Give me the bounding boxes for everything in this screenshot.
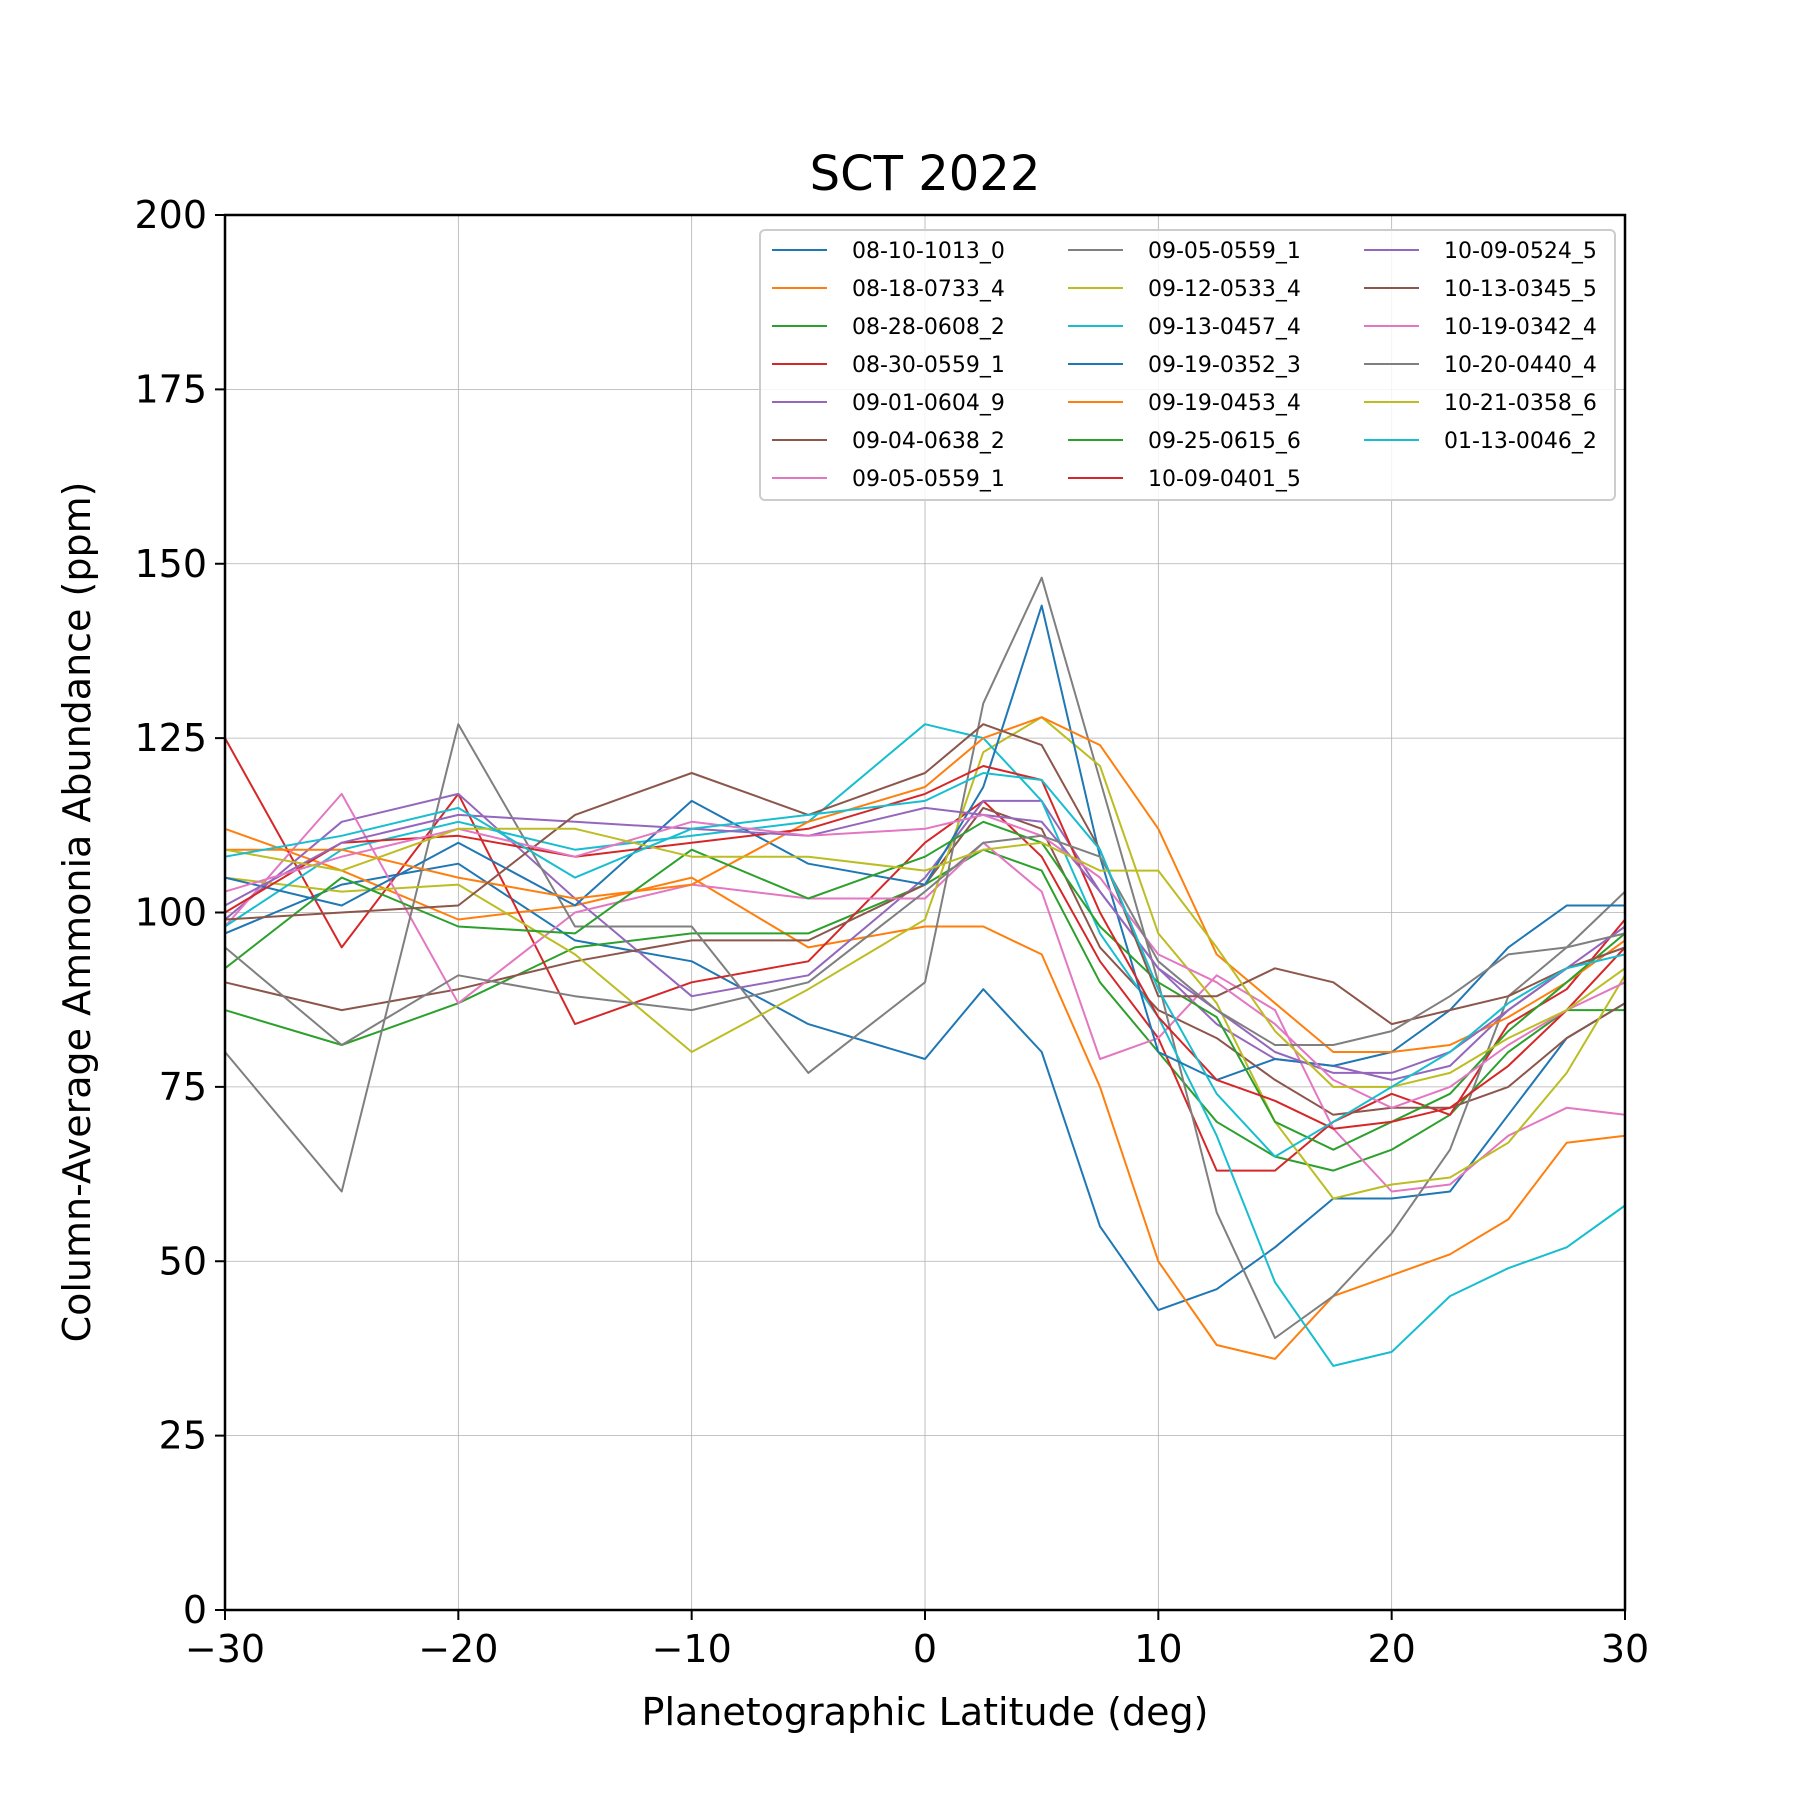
series-line-7	[224, 792, 1626, 1193]
x-tick-label: −10	[652, 1627, 732, 1671]
legend-label: 08-10-1013_0	[852, 239, 1005, 264]
x-tick-label: 0	[913, 1627, 937, 1671]
y-axis-label: Column-Average Ammonia Abundance (ppm)	[55, 482, 99, 1343]
series-line-1	[224, 862, 1626, 1312]
y-tick-label: 125	[134, 716, 207, 760]
legend-box	[759, 229, 1616, 501]
series-line-9	[224, 716, 1626, 1200]
y-tick-label: 200	[134, 193, 207, 237]
series-line-8	[224, 576, 1626, 1339]
legend-label: 08-28-0608_2	[852, 315, 1005, 340]
x-tick-label: 20	[1367, 1627, 1415, 1671]
series-line-13	[224, 820, 1626, 1151]
series-line-19	[224, 827, 1626, 1088]
series-line-4	[224, 737, 1626, 1172]
legend-label: 09-12-0533_4	[1148, 277, 1301, 302]
chart-title: SCT 2022	[810, 146, 1041, 202]
y-tick-label: 25	[159, 1414, 207, 1458]
legend-label: 10-13-0345_5	[1444, 277, 1597, 302]
legend-label: 10-21-0358_6	[1444, 391, 1597, 416]
y-tick-label: 75	[159, 1065, 207, 1109]
legend-label: 08-18-0733_4	[852, 277, 1005, 302]
series-line-17	[224, 813, 1626, 1109]
legend-label: 09-25-0615_6	[1148, 429, 1301, 454]
legend-label: 10-09-0401_5	[1148, 467, 1301, 492]
legend-label: 09-04-0638_2	[852, 429, 1005, 454]
y-tick-label: 150	[134, 542, 207, 586]
legend-label: 01-13-0046_2	[1444, 429, 1597, 454]
series-line-18	[224, 834, 1626, 1046]
legend-label: 09-05-0559_1	[1148, 239, 1301, 264]
legend-label: 09-01-0604_9	[852, 391, 1005, 416]
x-tick-label: −30	[185, 1627, 265, 1671]
y-tick-label: 100	[134, 891, 207, 935]
x-axis-label: Planetographic Latitude (deg)	[642, 1690, 1209, 1734]
y-tick-label: 175	[134, 367, 207, 411]
x-tick-label: 30	[1601, 1627, 1649, 1671]
y-tick-label: 50	[159, 1239, 207, 1283]
legend-label: 09-05-0559_1	[852, 467, 1005, 492]
legend-label: 10-20-0440_4	[1444, 353, 1597, 378]
x-tick-label: −20	[418, 1627, 498, 1671]
legend-label: 10-19-0342_4	[1444, 315, 1597, 340]
y-tick-label: 0	[183, 1588, 207, 1632]
legend-label: 09-19-0453_4	[1148, 391, 1301, 416]
legend-label: 09-13-0457_4	[1148, 315, 1301, 340]
legend-label: 10-09-0524_5	[1444, 239, 1597, 264]
legend-label: 09-19-0352_3	[1148, 353, 1301, 378]
series-line-20	[224, 772, 1626, 1158]
legend: 08-10-1013_0 08-18-0733_4 08-28-0608_2 08-3…	[759, 229, 1616, 501]
series-line-12	[225, 716, 1626, 1053]
legend-label: 08-30-0559_1	[852, 353, 1005, 378]
series-lines	[224, 576, 1626, 1367]
axis-ticks: −30 −20 −10 0 10 20 30 0 25 50 75 100 125 150 175 200	[134, 193, 1649, 1671]
x-tick-label: 10	[1134, 1627, 1182, 1671]
series-line-10	[224, 723, 1626, 1367]
